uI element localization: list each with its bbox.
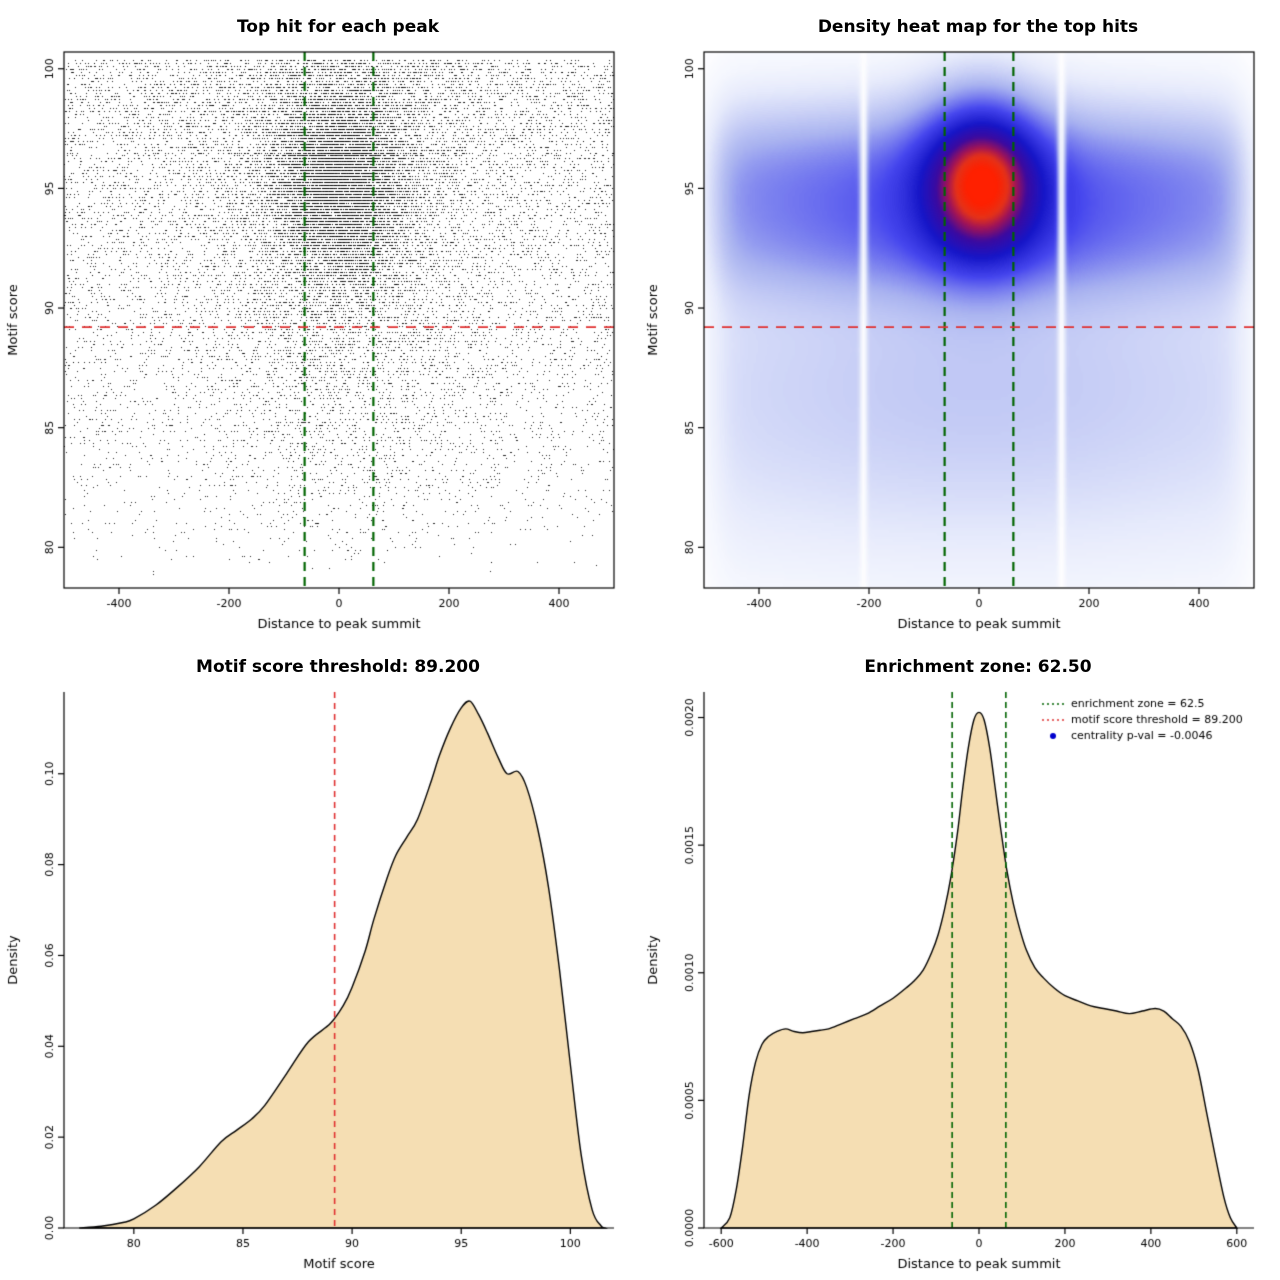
panel-scatter: Top hit for each peak (0, 0, 640, 640)
heatmap-title: Density heat map for the top hits (817, 17, 1139, 37)
panel-distance-density: Enrichment zone: 62.50 (640, 640, 1280, 1280)
distance-density-canvas (640, 680, 1280, 1280)
scatter-plot-canvas (0, 40, 640, 640)
heatmap-plot-canvas (640, 40, 1280, 640)
score-density-canvas (0, 680, 640, 1280)
panel-score-density: Motif score threshold: 89.200 (0, 640, 640, 1280)
distance-density-title: Enrichment zone: 62.50 (864, 657, 1092, 677)
panel-heatmap: Density heat map for the top hits (640, 0, 1280, 640)
scatter-title: Top hit for each peak (236, 17, 440, 37)
score-density-title: Motif score threshold: 89.200 (196, 657, 480, 677)
